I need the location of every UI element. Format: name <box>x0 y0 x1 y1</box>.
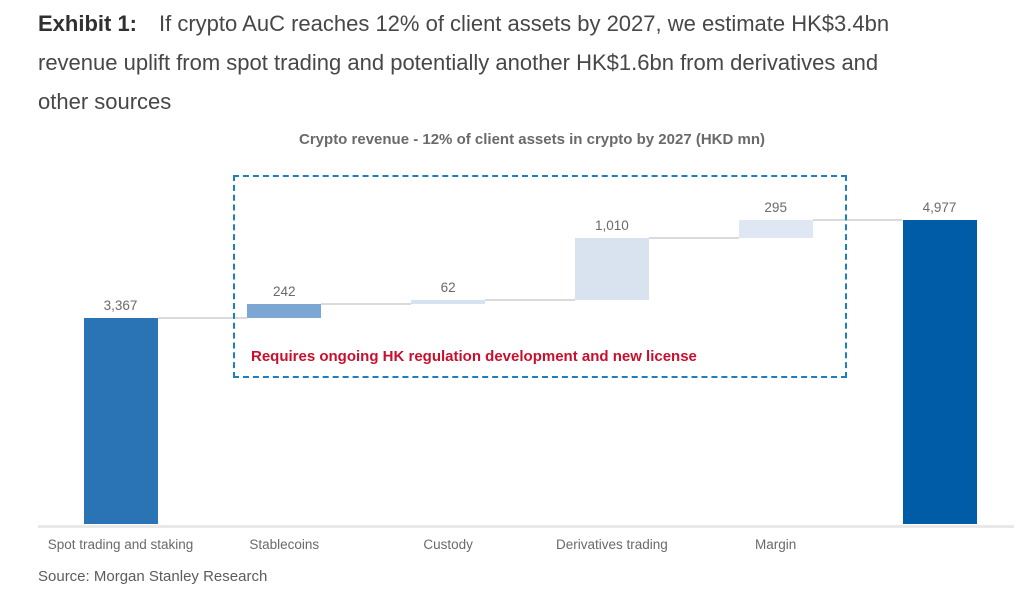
waterfall-bar-5 <box>738 220 813 239</box>
source-note: Source: Morgan Stanley Research <box>38 568 268 585</box>
category-label: Spot trading and staking <box>47 537 194 552</box>
chart-title: Crypto revenue - 12% of client assets in… <box>299 131 765 148</box>
waterfall-connector <box>648 237 739 240</box>
category-label: Custody <box>423 537 473 552</box>
exhibit-heading: Exhibit 1: If crypto AuC reaches 12% of c… <box>38 4 889 121</box>
exhibit-line: Exhibit 1: If crypto AuC reaches 12% of c… <box>38 4 889 43</box>
exhibit-title-part: If crypto AuC reaches 12% of client asse… <box>159 11 890 36</box>
waterfall-bar-6 <box>902 220 977 524</box>
regulation-annotation-text: Requires ongoing HK regulation developme… <box>251 348 697 365</box>
waterfall-bar-3 <box>411 299 486 304</box>
exhibit-label: Exhibit 1: <box>38 11 138 36</box>
bar-value-label: 4,977 <box>922 200 957 215</box>
bar-value-label: 3,367 <box>103 298 138 314</box>
bar-value-label: 242 <box>273 283 296 299</box>
exhibit-line: other sources <box>38 89 172 114</box>
bar-value-label: 295 <box>764 200 787 216</box>
category-label: Stablecoins <box>249 537 320 552</box>
waterfall-bar-2 <box>247 303 322 319</box>
category-label: Derivatives trading <box>555 537 668 552</box>
bar-value-label: 62 <box>440 279 456 295</box>
waterfall-connector <box>485 298 575 301</box>
waterfall-connector <box>321 302 412 305</box>
waterfall-connector <box>157 317 248 320</box>
waterfall-connector <box>812 219 903 222</box>
category-label: Margin <box>755 537 797 552</box>
bar-value-label: 1,010 <box>594 218 629 234</box>
waterfall-bar-1 <box>83 318 158 524</box>
waterfall-bar-4 <box>574 238 649 300</box>
x-axis-line <box>38 525 1014 528</box>
exhibit-line: revenue uplift from spot trading and pot… <box>38 50 879 75</box>
regulation-dashed-box <box>233 175 847 378</box>
